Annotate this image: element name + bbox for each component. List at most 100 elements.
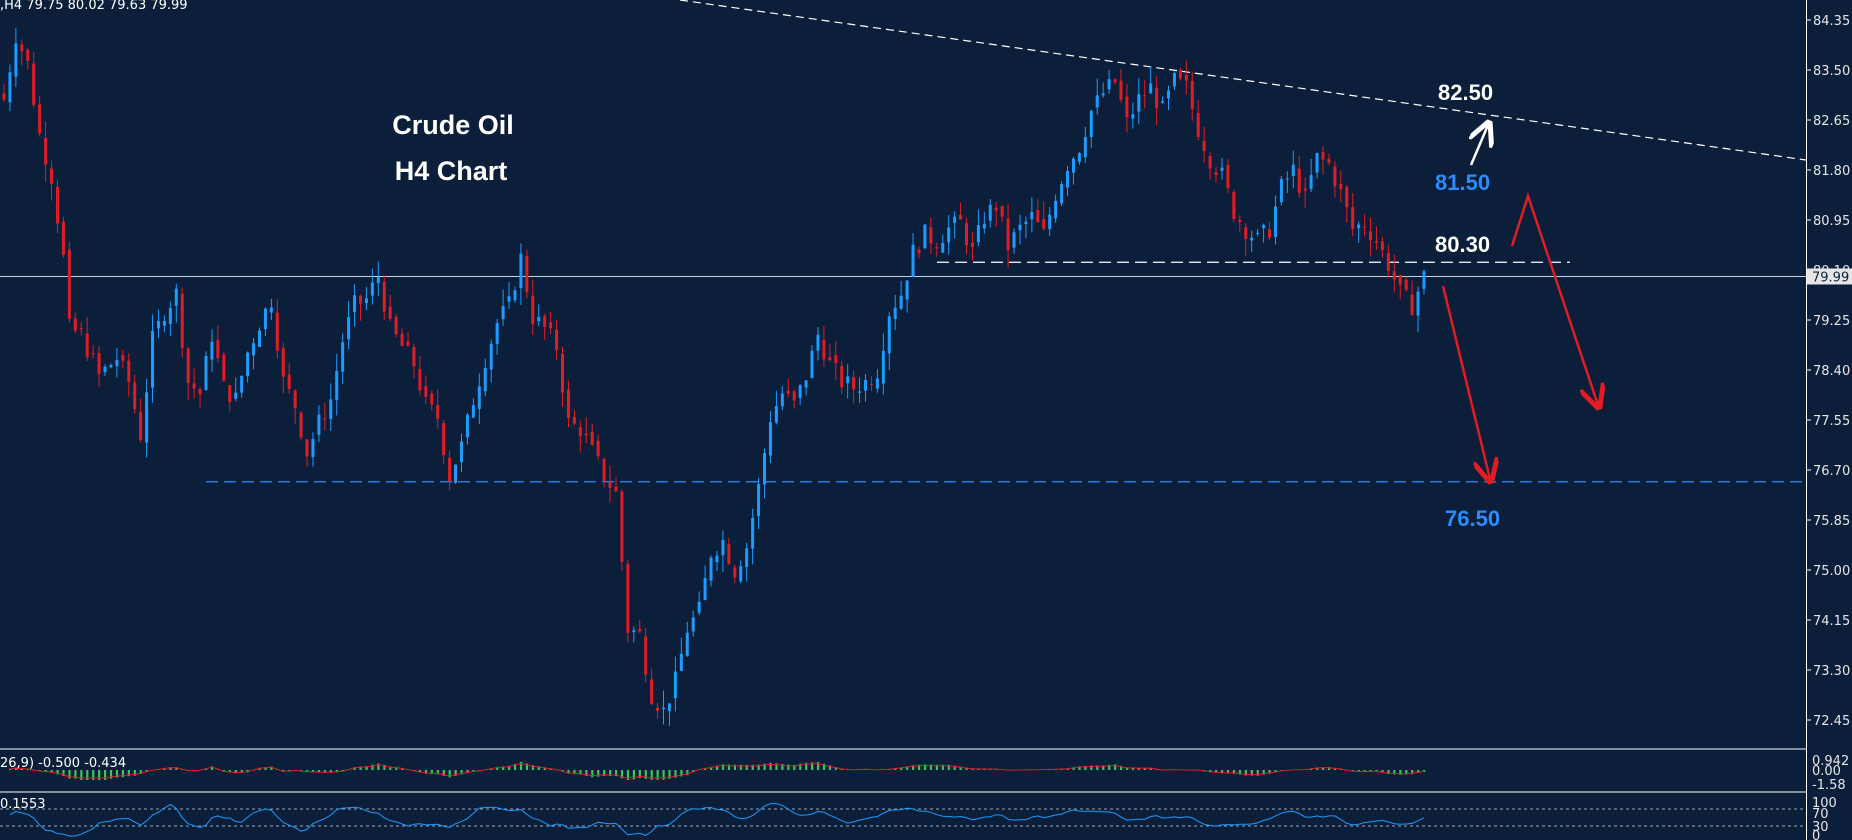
candle-body xyxy=(1214,172,1218,175)
macd-bar xyxy=(894,768,897,770)
candle-body xyxy=(673,671,677,699)
candle-body xyxy=(893,307,897,320)
candle-body xyxy=(982,223,986,229)
candle-body xyxy=(1018,224,1022,231)
candle-body xyxy=(1048,214,1052,230)
candle-body xyxy=(139,411,143,441)
candle-body xyxy=(418,369,422,391)
candle-body xyxy=(531,295,535,325)
macd-bar xyxy=(74,770,77,779)
candle-body xyxy=(810,350,814,379)
y-tick-label: 80.95 xyxy=(1813,214,1850,229)
macd-label: 26,9) -0.500 -0.434 xyxy=(0,756,126,771)
macd-bar xyxy=(929,764,933,770)
macd-bar xyxy=(56,770,59,775)
macd-bar xyxy=(1321,767,1325,770)
candle-body xyxy=(1351,207,1355,229)
candle-body xyxy=(1297,168,1301,193)
macd-bar xyxy=(377,763,380,770)
macd-bar xyxy=(935,764,939,770)
candle-body xyxy=(186,348,190,383)
candle-body xyxy=(293,390,297,409)
macd-bar xyxy=(44,770,47,773)
candle-body xyxy=(246,352,250,377)
macd-bar xyxy=(662,770,665,780)
macd-bar xyxy=(418,770,422,773)
candle-body xyxy=(424,386,428,397)
candle-body xyxy=(1024,221,1028,224)
macd-bar xyxy=(591,770,594,778)
candle-body xyxy=(661,707,665,710)
macd-bar xyxy=(104,770,107,780)
y-tick-label: 82.65 xyxy=(1813,114,1850,129)
rsi-tick-100: 100 xyxy=(1812,796,1837,811)
candle-body xyxy=(495,323,499,344)
macd-bar xyxy=(561,770,564,772)
macd-bar xyxy=(1381,770,1384,773)
candle-body xyxy=(614,486,618,492)
candle-body xyxy=(745,548,749,568)
macd-bar xyxy=(1357,770,1360,772)
macd-bar xyxy=(715,765,719,770)
candle-body xyxy=(234,392,238,399)
macd-bar xyxy=(383,764,386,770)
candle-body xyxy=(145,392,149,443)
support-label: 76.50 xyxy=(1445,506,1500,531)
candle-body xyxy=(442,423,446,456)
candle-body xyxy=(632,630,636,633)
candle-body xyxy=(448,457,452,482)
candle-body xyxy=(1006,218,1010,251)
candle-body xyxy=(887,316,891,354)
candle-body xyxy=(911,244,915,277)
macd-bar xyxy=(1137,767,1141,770)
candle-body xyxy=(638,628,642,632)
candle-body xyxy=(1113,79,1117,83)
candle-body xyxy=(1036,209,1040,223)
macd-bar xyxy=(240,770,243,773)
macd-bar xyxy=(145,770,148,773)
candle-body xyxy=(210,341,214,360)
rsi-tick-30: 30 xyxy=(1812,820,1829,835)
macd-bar xyxy=(228,770,231,773)
candle-body xyxy=(1149,83,1153,94)
candle-body xyxy=(1095,95,1099,108)
macd-bar xyxy=(50,770,53,773)
macd-bar xyxy=(947,764,950,770)
macd-bar xyxy=(401,768,404,770)
candle-body xyxy=(471,405,475,418)
macd-bar xyxy=(329,770,332,773)
candle-body xyxy=(929,227,933,244)
candle-body xyxy=(543,316,547,328)
candle-body xyxy=(988,205,992,221)
resistance-2-label: 81.50 xyxy=(1435,170,1490,195)
candle-body xyxy=(626,563,630,633)
macd-bar xyxy=(460,770,463,775)
candle-body xyxy=(430,393,434,405)
candle-body xyxy=(555,329,559,350)
candle-body xyxy=(1416,291,1420,316)
macd-bar xyxy=(335,770,338,773)
candle-body xyxy=(1279,178,1283,203)
macd-bar xyxy=(710,766,713,770)
candle-body xyxy=(1374,241,1378,243)
candle-body xyxy=(786,390,790,394)
macd-bar xyxy=(86,770,89,780)
macd-bar xyxy=(721,764,725,770)
macd-bar xyxy=(519,761,523,770)
candle-body xyxy=(965,223,969,246)
y-tick-label: 75.00 xyxy=(1813,564,1850,579)
candle-body xyxy=(1250,237,1254,241)
y-tick-label: 77.55 xyxy=(1813,414,1850,429)
macd-bar xyxy=(246,770,249,773)
candle-body xyxy=(465,414,469,438)
macd-bar xyxy=(614,770,618,777)
candle-body xyxy=(578,427,582,437)
macd-bar xyxy=(632,770,635,780)
macd-bar xyxy=(1256,770,1259,776)
macd-bar xyxy=(751,764,754,770)
macd-bar xyxy=(264,767,267,770)
macd-bar xyxy=(163,768,166,770)
macd-bar xyxy=(626,770,630,780)
candle-body xyxy=(1339,184,1343,190)
